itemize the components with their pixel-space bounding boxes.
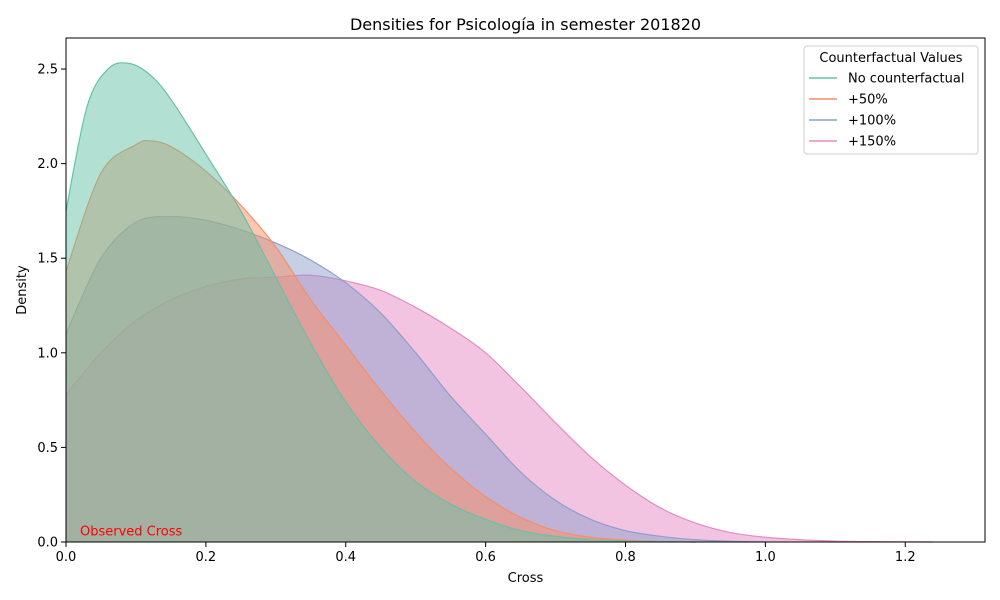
x-tick-label: 1.0 (755, 550, 776, 565)
x-tick-label: 0.0 (56, 550, 77, 565)
legend-box (803, 45, 979, 155)
observed-cross-annotation: Observed Cross (80, 524, 183, 539)
y-tick-label: 2.0 (37, 157, 58, 172)
x-tick-label: 0.2 (196, 550, 217, 565)
legend-entry: +150% (848, 135, 896, 150)
y-tick-label: 1.0 (37, 346, 58, 361)
x-axis-label: Cross (508, 571, 544, 586)
x-tick-label: 0.6 (475, 550, 496, 565)
y-tick-label: 2.5 (37, 63, 58, 78)
legend-entry: +100% (848, 114, 896, 129)
axes: 0.0 0.2 0.4 0.6 0.8 1.0 1.2 0.0 0.5 1.0 1.5 2.0 2.5 (37, 37, 986, 565)
legend-entry: No counterfactual (848, 72, 964, 87)
y-tick-label: 1.5 (37, 252, 58, 267)
legend-entry: +50% (848, 93, 888, 108)
chart-title: Densities for Psicología in semester 201… (350, 15, 701, 34)
x-tick-label: 0.8 (615, 550, 636, 565)
y-axis-label: Density (15, 265, 30, 315)
density-areas (65, 62, 934, 543)
y-tick-label: 0.0 (37, 536, 58, 551)
x-tick-label: 1.2 (895, 550, 916, 565)
y-tick-label: 0.5 (37, 441, 58, 456)
x-tick-label: 0.4 (335, 550, 356, 565)
plot-frame (65, 37, 986, 543)
legend-title: Counterfactual Values (819, 51, 962, 66)
legend: Counterfactual Values No counterfactual +5… (803, 45, 979, 155)
density-line-no-counterfactual (65, 62, 696, 543)
